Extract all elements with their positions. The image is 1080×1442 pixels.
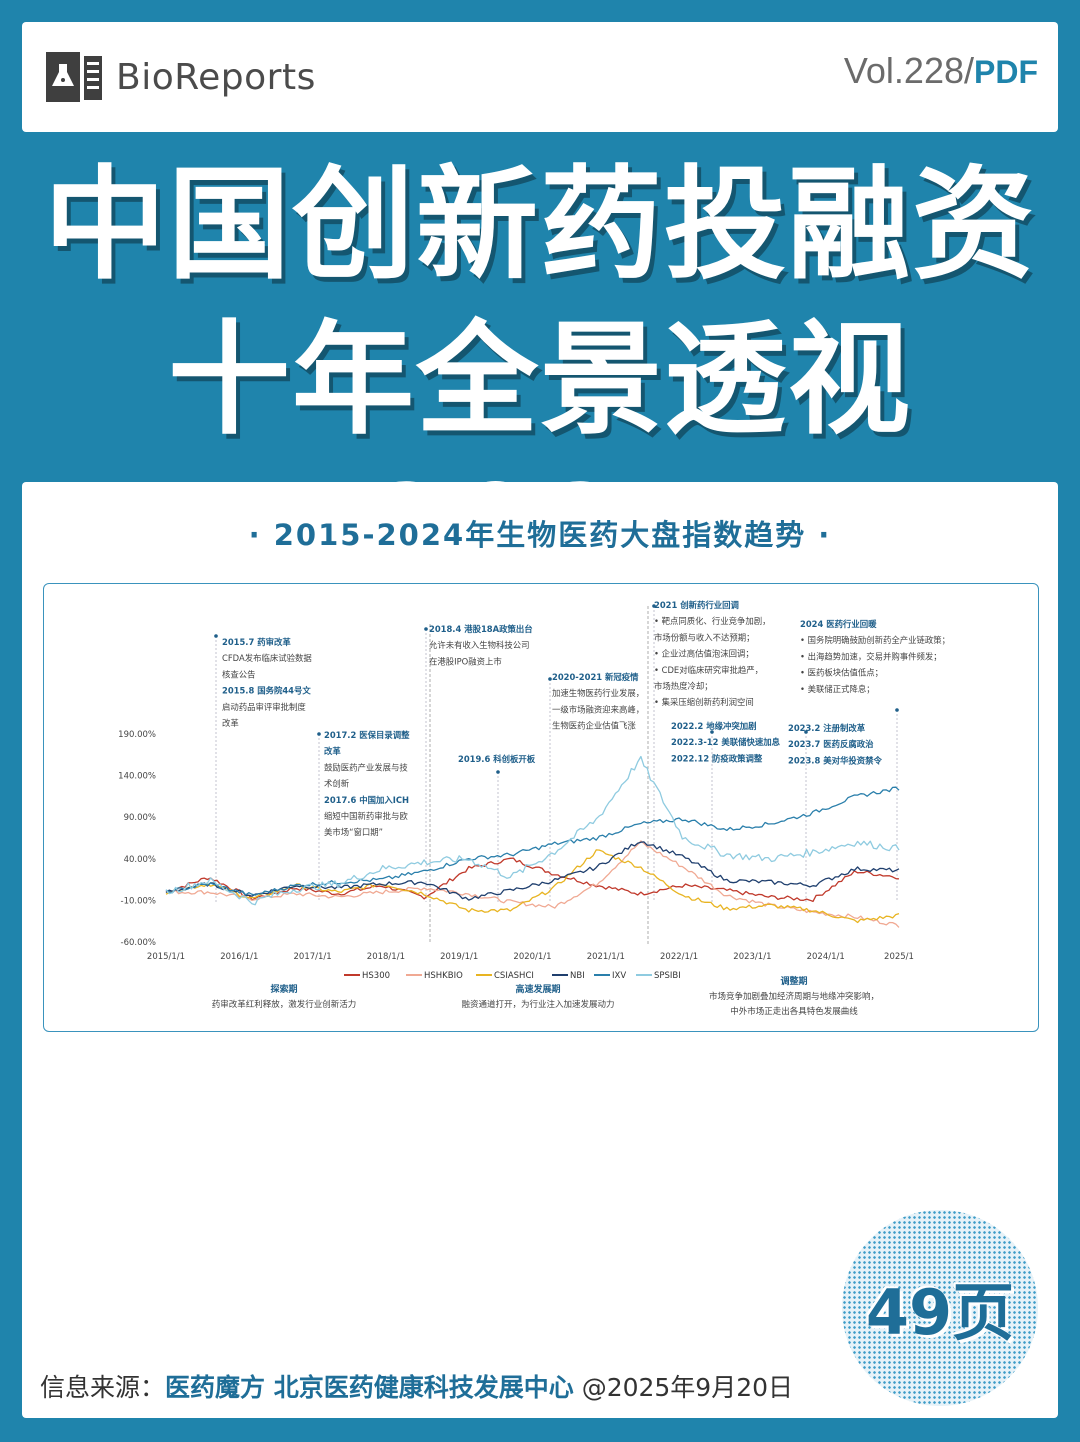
annotation-title: 改革 xyxy=(324,746,341,756)
y-tick-label: 140.00% xyxy=(118,772,156,782)
annotation-text: • 企业过高估值泡沫回调； xyxy=(654,649,754,659)
y-tick-label: -60.00% xyxy=(121,938,156,948)
x-tick-label: 2017/1/1 xyxy=(294,952,332,962)
annotation-text: 允许未有收入生物科技公司 xyxy=(429,640,530,650)
annotation-dot xyxy=(710,730,714,734)
x-tick-label: 2021/1/1 xyxy=(587,952,625,962)
y-tick-label: 40.00% xyxy=(124,855,156,865)
annotation-text: 改革 xyxy=(222,718,239,728)
series-line-spsibi xyxy=(165,755,900,906)
annotation-text: • 国务院明确鼓励创新药全产业链政策； xyxy=(800,635,950,645)
y-tick-label: 190.00% xyxy=(118,730,156,740)
annotation-text: • 美联储正式降息； xyxy=(800,684,875,694)
legend-label: HSHKBIO xyxy=(424,971,463,981)
x-tick-label: 2022/1/1 xyxy=(660,952,698,962)
source-date: @2025年9月20日 xyxy=(581,1373,794,1402)
annotation-title: 2019.6 科创板开板 xyxy=(458,754,536,764)
annotation-dot xyxy=(496,770,500,774)
legend-label: IXV xyxy=(612,971,626,981)
annotation-dot xyxy=(317,732,321,736)
series-line-ixv xyxy=(165,786,900,896)
x-tick-label: 2020/1/1 xyxy=(513,952,551,962)
x-tick-label: 2016/1/1 xyxy=(220,952,258,962)
brand: BioReports xyxy=(44,42,316,112)
y-tick-label: -10.00% xyxy=(121,896,156,906)
annotation-title: 2022.3-12 美联储快速加息 xyxy=(671,737,781,747)
annotation-text: 鼓励医药产业发展与技 xyxy=(324,762,408,772)
phase-desc: 融资通道打开，为行业注入加速发展动力 xyxy=(461,999,614,1010)
x-tick-label: 2015/1/1 xyxy=(147,952,185,962)
annotation-title: 2017.6 中国加入ICH xyxy=(324,795,409,805)
annotation-text: • 医药板块估值低点； xyxy=(800,668,883,678)
annotation-title: 2024 医药行业回暖 xyxy=(800,619,877,629)
phase-desc: 药审改革红利释放，激发行业创新活力 xyxy=(212,999,357,1010)
phase-name: 调整期 xyxy=(780,975,807,987)
annotation-text: • 出海趋势加速，交易并购事件频发； xyxy=(800,651,942,661)
annotation-text: 术创新 xyxy=(324,779,350,789)
legend-label: NBI xyxy=(570,971,585,981)
index-trend-chart: 190.00% 140.00% 90.00% 40.00% -10.00% -60.00%… xyxy=(118,600,950,1017)
format-label: PDF xyxy=(974,54,1038,90)
annotation-text: 一级市场融资迎来高峰， xyxy=(552,704,644,714)
volume-label: Vol.228/PDF xyxy=(844,50,1038,92)
annotation-title: 2020-2021 新冠疫情 xyxy=(552,672,639,682)
x-tick-label: 2018/1/1 xyxy=(367,952,405,962)
annotation-text: 市场热度冷却； xyxy=(654,681,713,691)
report-logo-icon xyxy=(46,52,102,102)
page-count-text: 49页 xyxy=(865,1276,1015,1349)
series-line-hs300 xyxy=(165,857,900,903)
annotation-title: 2017.2 医保目录调整 xyxy=(324,730,410,740)
annotation-dot xyxy=(895,708,899,712)
phase-name: 高速发展期 xyxy=(515,983,560,995)
legend-label: HS300 xyxy=(362,971,390,981)
annotation-title: 2021 创新药行业回调 xyxy=(654,600,739,610)
annotation-dot xyxy=(652,604,656,608)
phase-desc: 市场竞争加剧叠加经济周期与地缘冲突影响， xyxy=(709,991,879,1002)
chart-subtitle: · 2015-2024年生物医药大盘指数趋势 · xyxy=(248,518,832,552)
source-orgs: 医药魔方 北京医药健康科技发展中心 xyxy=(165,1373,574,1402)
header-card: BioReports Vol.228/PDF xyxy=(22,22,1058,132)
x-tick-label: 2019/1/1 xyxy=(440,952,478,962)
annotation-title: 2023.7 医药反腐政治 xyxy=(788,739,874,749)
phase-desc: 中外市场正走出各具特色发展曲线 xyxy=(730,1006,858,1017)
phase-name: 探索期 xyxy=(270,983,297,995)
source-line: 信息来源：医药魔方 北京医药健康科技发展中心 @2025年9月20日 xyxy=(40,1368,793,1404)
legend-label: CSIASHCI xyxy=(494,971,534,981)
annotation-text: CFDA发布临床试验数据 xyxy=(222,653,312,663)
annotation-text: 缩短中国新药审批与欧 xyxy=(324,811,408,821)
y-tick-label: 90.00% xyxy=(124,813,156,823)
annotation-title: 2015.8 国务院44号文 xyxy=(222,686,311,696)
annotation-title: 2022.2 地缘冲突加剧 xyxy=(671,721,756,731)
annotation-title: 2023.8 美对华投资禁令 xyxy=(788,755,882,765)
annotation-text: • CDE对临床研究审批趋严， xyxy=(654,665,763,675)
brand-name: BioReports xyxy=(116,56,316,98)
annotation-dot xyxy=(804,730,808,734)
annotation-text: 生物医药企业估值飞涨 xyxy=(552,721,636,731)
title-line-1: 中国创新药投融资 xyxy=(44,154,1036,296)
annotation-text: • 集采压缩创新药利润空间 xyxy=(654,697,754,707)
annotation-text: 在港股IPO融资上市 xyxy=(429,656,502,666)
annotation-dot xyxy=(214,634,218,638)
x-tick-label: 2023/1/1 xyxy=(733,952,771,962)
volume-number: Vol.228/ xyxy=(843,50,974,91)
annotation-text: • 靶点同质化、行业竞争加剧， xyxy=(654,616,770,626)
annotation-dot xyxy=(548,677,552,681)
annotation-text: 市场份额与收入不达预期； xyxy=(654,632,755,642)
chart-container: 190.00% 140.00% 90.00% 40.00% -10.00% -60.00%… xyxy=(43,583,1039,1032)
x-tick-label: 2025/1 xyxy=(884,952,914,962)
annotation-title: 2022.12 防疫政策调整 xyxy=(671,753,763,763)
page-count-badge xyxy=(842,1210,1038,1406)
annotation-text: 加速生物医药行业发展， xyxy=(552,688,644,698)
annotation-dot xyxy=(424,627,428,631)
series-line-csiashci xyxy=(165,849,900,924)
annotation-title: 2018.4 港股18A政策出台 xyxy=(429,624,533,634)
annotation-title: 2023.2 注册制改革 xyxy=(788,723,866,733)
annotation-text: 美市场“窗口期” xyxy=(324,827,383,837)
x-tick-label: 2024/1/1 xyxy=(807,952,845,962)
annotation-text: 核查公告 xyxy=(222,669,256,679)
annotation-title: 2015.7 药审改革 xyxy=(222,637,291,647)
annotation-text: 启动药品审评审批制度 xyxy=(222,702,306,712)
legend-label: SPSIBI xyxy=(654,971,681,981)
source-label: 信息来源： xyxy=(40,1373,166,1402)
